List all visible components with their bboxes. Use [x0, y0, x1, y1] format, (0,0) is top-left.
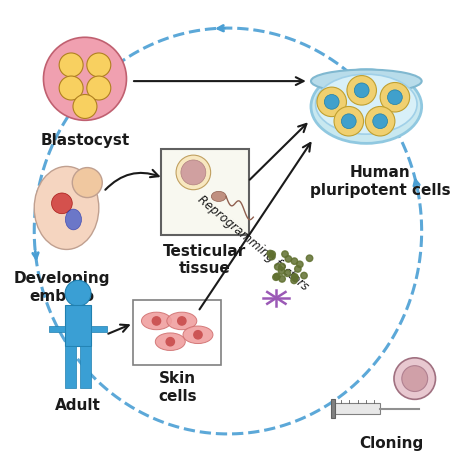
Circle shape	[65, 281, 91, 307]
Circle shape	[291, 258, 298, 265]
Circle shape	[341, 115, 356, 129]
Circle shape	[373, 115, 388, 129]
Circle shape	[274, 264, 281, 270]
Circle shape	[59, 54, 83, 78]
Circle shape	[73, 95, 97, 119]
Text: Human
pluripotent cells: Human pluripotent cells	[310, 165, 450, 197]
Ellipse shape	[311, 70, 422, 144]
Ellipse shape	[316, 75, 417, 135]
Circle shape	[295, 266, 301, 273]
Ellipse shape	[72, 168, 102, 198]
Circle shape	[285, 256, 292, 263]
Circle shape	[324, 95, 339, 110]
Circle shape	[269, 251, 275, 258]
Circle shape	[347, 76, 376, 106]
Circle shape	[301, 273, 307, 279]
Circle shape	[388, 91, 402, 106]
Circle shape	[194, 331, 202, 339]
Circle shape	[317, 88, 346, 117]
FancyBboxPatch shape	[133, 300, 221, 365]
Circle shape	[297, 262, 303, 268]
Text: Cloning: Cloning	[360, 435, 424, 450]
Bar	[65, 347, 76, 388]
Bar	[49, 327, 65, 333]
Circle shape	[380, 83, 410, 113]
Circle shape	[152, 317, 161, 325]
Ellipse shape	[167, 313, 197, 330]
Circle shape	[279, 264, 285, 270]
Circle shape	[273, 275, 279, 281]
Circle shape	[87, 77, 111, 101]
Ellipse shape	[211, 192, 226, 202]
Circle shape	[355, 84, 369, 99]
Ellipse shape	[176, 156, 210, 190]
Circle shape	[279, 276, 285, 282]
Circle shape	[44, 38, 127, 121]
Ellipse shape	[311, 70, 422, 94]
Circle shape	[334, 107, 364, 137]
Ellipse shape	[155, 333, 185, 350]
Circle shape	[291, 277, 297, 284]
Ellipse shape	[183, 326, 213, 344]
Bar	[80, 347, 91, 388]
Bar	[334, 403, 380, 414]
Circle shape	[292, 274, 298, 281]
Circle shape	[282, 251, 288, 258]
Text: Skin
cells: Skin cells	[158, 370, 197, 403]
Circle shape	[59, 77, 83, 101]
Circle shape	[278, 268, 285, 275]
Text: Adult: Adult	[55, 397, 101, 412]
Circle shape	[181, 161, 206, 186]
Circle shape	[274, 274, 280, 280]
Circle shape	[306, 256, 313, 262]
Circle shape	[166, 338, 174, 346]
Ellipse shape	[141, 313, 172, 330]
Ellipse shape	[34, 167, 99, 250]
Text: Reprogramming factors: Reprogramming factors	[195, 193, 311, 293]
Ellipse shape	[52, 194, 72, 214]
Text: Testicular
tissue: Testicular tissue	[163, 243, 246, 275]
Text: Developing
embryo: Developing embryo	[14, 270, 110, 303]
Circle shape	[292, 275, 298, 282]
Bar	[65, 305, 91, 347]
Text: Blastocyst: Blastocyst	[40, 132, 129, 148]
Circle shape	[394, 358, 436, 400]
Bar	[91, 327, 107, 333]
Circle shape	[284, 270, 291, 277]
Circle shape	[267, 251, 273, 257]
Circle shape	[87, 54, 111, 78]
Circle shape	[365, 107, 395, 137]
Circle shape	[402, 366, 428, 392]
Circle shape	[178, 317, 186, 325]
FancyBboxPatch shape	[161, 150, 249, 235]
Ellipse shape	[65, 210, 82, 231]
Circle shape	[269, 254, 275, 260]
Bar	[331, 400, 335, 418]
